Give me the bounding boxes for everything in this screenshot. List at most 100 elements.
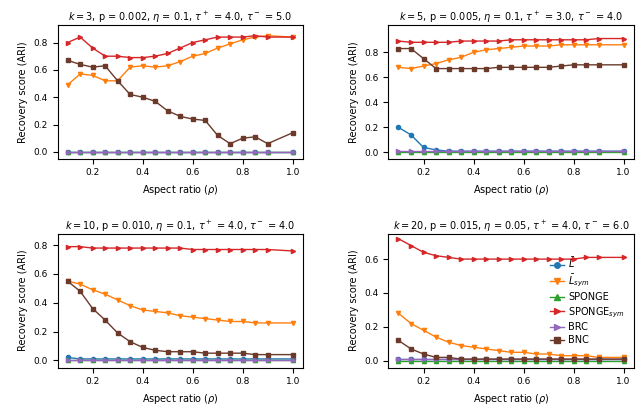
BNC bbox=[457, 356, 465, 361]
Lsym bbox=[545, 351, 552, 356]
SPONGEsym bbox=[520, 256, 527, 261]
BRC bbox=[239, 358, 246, 363]
L bbox=[76, 356, 84, 361]
SPONGEsym bbox=[101, 246, 109, 251]
L bbox=[508, 356, 515, 361]
BNC bbox=[508, 65, 515, 70]
SPONGEsym bbox=[64, 40, 72, 45]
SPONGEsym bbox=[176, 45, 184, 50]
SPONGE bbox=[432, 358, 440, 363]
SPONGE bbox=[164, 358, 172, 363]
BRC bbox=[89, 358, 97, 363]
BNC bbox=[520, 356, 527, 361]
Lsym bbox=[89, 73, 97, 78]
SPONGE bbox=[76, 358, 84, 363]
BNC bbox=[420, 56, 428, 61]
Lsym bbox=[189, 315, 196, 320]
SPONGE bbox=[239, 358, 246, 363]
BNC bbox=[101, 318, 109, 323]
Line: SPONGEsym: SPONGEsym bbox=[396, 36, 626, 44]
SPONGEsym bbox=[557, 37, 565, 42]
Line: BRC: BRC bbox=[396, 149, 626, 153]
BRC bbox=[495, 356, 502, 361]
SPONGE bbox=[164, 150, 172, 154]
SPONGE bbox=[557, 150, 565, 155]
L bbox=[151, 150, 159, 154]
SPONGE bbox=[545, 150, 552, 155]
Lsym bbox=[252, 320, 259, 325]
BNC bbox=[545, 356, 552, 361]
Lsym bbox=[407, 66, 415, 71]
Lsym bbox=[532, 351, 540, 356]
BNC bbox=[239, 136, 246, 141]
Line: BNC: BNC bbox=[65, 279, 295, 357]
Line: BRC: BRC bbox=[65, 358, 295, 363]
L bbox=[176, 150, 184, 154]
L bbox=[214, 150, 221, 154]
SPONGEsym bbox=[407, 243, 415, 248]
L bbox=[202, 150, 209, 154]
SPONGEsym bbox=[545, 37, 552, 42]
SPONGEsym bbox=[89, 45, 97, 50]
BNC bbox=[114, 78, 122, 83]
L bbox=[420, 356, 428, 361]
SPONGEsym bbox=[114, 246, 122, 251]
L bbox=[445, 356, 452, 361]
BNC bbox=[289, 130, 296, 135]
SPONGEsym bbox=[582, 37, 590, 42]
SPONGE bbox=[64, 150, 72, 154]
BRC bbox=[89, 150, 97, 154]
SPONGE bbox=[508, 150, 515, 155]
BNC bbox=[289, 352, 296, 357]
L bbox=[532, 149, 540, 154]
SPONGE bbox=[89, 150, 97, 154]
L bbox=[395, 356, 403, 361]
BRC bbox=[101, 150, 109, 154]
BNC bbox=[582, 62, 590, 67]
L bbox=[289, 356, 296, 361]
L bbox=[520, 356, 527, 361]
SPONGE bbox=[620, 358, 627, 363]
BNC bbox=[164, 349, 172, 354]
SPONGE bbox=[151, 358, 159, 363]
SPONGEsym bbox=[139, 55, 147, 60]
BRC bbox=[545, 356, 552, 361]
SPONGE bbox=[264, 150, 271, 154]
BRC bbox=[176, 150, 184, 154]
SPONGEsym bbox=[495, 256, 502, 261]
Line: BNC: BNC bbox=[65, 58, 295, 146]
L bbox=[557, 149, 565, 154]
L bbox=[432, 356, 440, 361]
SPONGE bbox=[470, 150, 477, 155]
Lsym bbox=[470, 50, 477, 55]
BNC bbox=[64, 279, 72, 284]
Lsym bbox=[620, 42, 627, 47]
BNC bbox=[214, 133, 221, 138]
SPONGEsym bbox=[189, 40, 196, 45]
L bbox=[508, 149, 515, 154]
SPONGEsym bbox=[595, 255, 602, 260]
Line: L: L bbox=[65, 150, 295, 154]
Lsym bbox=[445, 339, 452, 344]
L bbox=[189, 150, 196, 154]
SPONGE bbox=[407, 150, 415, 155]
L bbox=[482, 356, 490, 361]
BNC bbox=[252, 352, 259, 357]
SPONGEsym bbox=[289, 249, 296, 254]
L bbox=[64, 150, 72, 154]
L bbox=[470, 356, 477, 361]
Lsym bbox=[508, 350, 515, 355]
L bbox=[620, 356, 627, 361]
BRC bbox=[532, 149, 540, 154]
BRC bbox=[520, 356, 527, 361]
SPONGE bbox=[101, 358, 109, 363]
BNC bbox=[114, 330, 122, 335]
SPONGEsym bbox=[595, 36, 602, 41]
X-axis label: Aspect ratio ($\rho$): Aspect ratio ($\rho$) bbox=[142, 183, 218, 197]
Line: L: L bbox=[396, 357, 626, 361]
L bbox=[420, 145, 428, 150]
SPONGEsym bbox=[570, 256, 577, 261]
BNC bbox=[470, 66, 477, 71]
L bbox=[482, 149, 490, 154]
Lsym bbox=[395, 311, 403, 316]
